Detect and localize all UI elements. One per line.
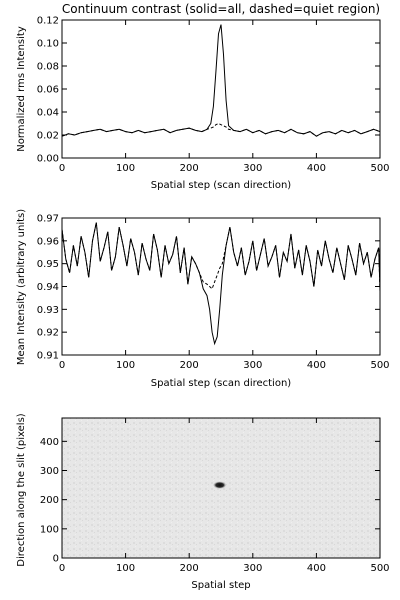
x-axis-label: Spatial step	[191, 580, 250, 591]
y-tick-label: 0.96	[37, 236, 59, 247]
x-axis-label: Spatial step (scan direction)	[151, 378, 291, 389]
x-tick-label: 100	[116, 360, 135, 371]
y-tick-label: 0.06	[37, 85, 59, 96]
y-tick-label: 0.04	[37, 108, 59, 119]
y-tick-label: 0.12	[37, 16, 59, 27]
series-all-line	[61, 222, 381, 346]
y-tick-label: 0.08	[37, 62, 59, 73]
series-all-line	[61, 24, 381, 137]
y-tick-label: 0.02	[37, 131, 59, 142]
y-tick-label: 0.95	[37, 259, 59, 270]
x-tick-label: 100	[116, 163, 135, 174]
x-tick-label: 400	[307, 360, 326, 371]
y-tick-label: 100	[40, 524, 59, 535]
x-tick-label: 0	[59, 563, 65, 574]
y-axis-label: Mean Intensity (arbitrary units)	[16, 209, 27, 365]
chart-title: Continuum contrast (solid=all, dashed=qu…	[62, 2, 380, 16]
x-tick-label: 200	[180, 563, 199, 574]
x-tick-label: 500	[370, 163, 389, 174]
y-tick-label: 0.92	[37, 328, 59, 339]
rms-intensity-panel: Continuum contrast (solid=all, dashed=qu…	[16, 2, 390, 191]
y-tick-label: 200	[40, 495, 59, 506]
x-tick-label: 300	[243, 563, 262, 574]
x-tick-label: 0	[59, 360, 65, 371]
x-tick-label: 0	[59, 163, 65, 174]
x-tick-label: 100	[116, 563, 135, 574]
x-tick-label: 200	[180, 360, 199, 371]
y-tick-label: 400	[40, 437, 59, 448]
plot-frame	[61, 417, 381, 559]
x-tick-label: 500	[370, 563, 389, 574]
x-tick-label: 500	[370, 360, 389, 371]
y-tick-label: 0	[53, 554, 59, 565]
y-tick-label: 0.00	[37, 154, 59, 165]
x-axis-label: Spatial step (scan direction)	[151, 180, 291, 191]
slit-image-panel: 0 100 200 300 400 500 0 100 200 300 400 Spatial st…	[16, 413, 390, 591]
x-tick-label: 400	[307, 563, 326, 574]
y-axis-label: Normalized rms Intensity	[16, 26, 27, 152]
y-tick-label: 0.97	[37, 214, 59, 225]
x-tick-label: 300	[243, 360, 262, 371]
y-tick-label: 0.93	[37, 305, 59, 316]
x-tick-label: 300	[243, 163, 262, 174]
dark-feature	[212, 481, 227, 490]
y-tick-label: 300	[40, 466, 59, 477]
x-tick-label: 200	[180, 163, 199, 174]
y-tick-label: 0.94	[37, 282, 59, 293]
mean-intensity-panel: 0 100 200 300 400 500 0.91 0.92 0.93 0.94 0.95 0.96…	[16, 209, 390, 389]
x-tick-label: 400	[307, 163, 326, 174]
y-tick-label: 0.10	[37, 39, 59, 50]
y-tick-label: 0.91	[37, 351, 59, 362]
y-axis-label: Direction along the slit (pixels)	[16, 413, 27, 566]
